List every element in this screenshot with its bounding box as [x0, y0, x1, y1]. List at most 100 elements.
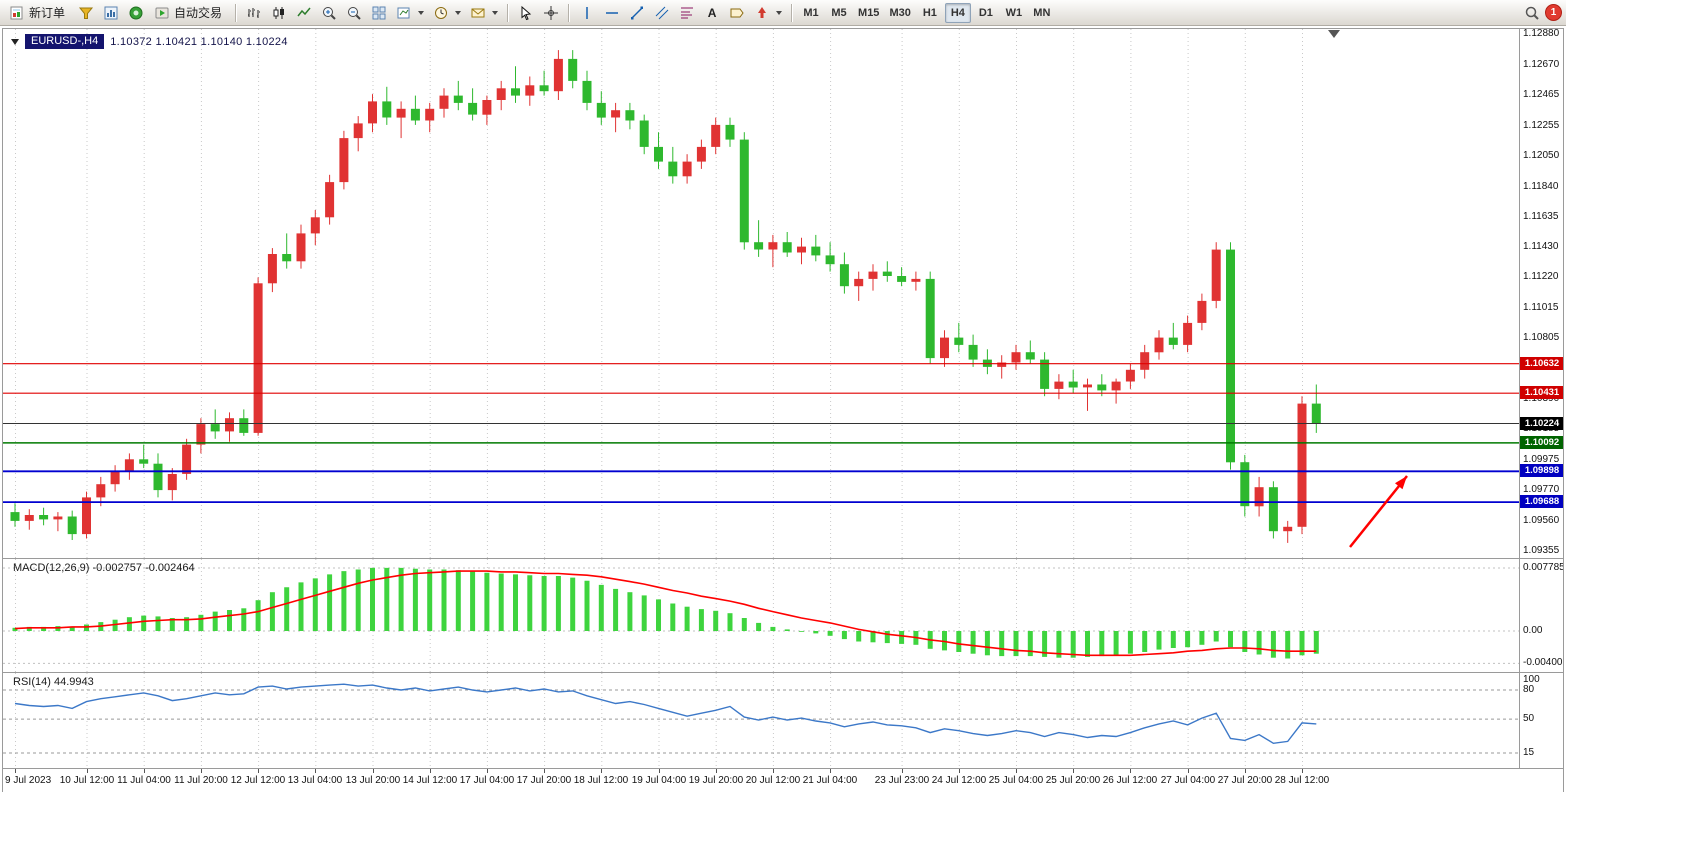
chart-window-icon	[103, 5, 119, 21]
profiles-button[interactable]	[429, 2, 465, 24]
time-label: 9 Jul 2023	[5, 775, 52, 786]
time-label: 14 Jul 12:00	[402, 775, 458, 786]
symbol-period-label[interactable]: EURUSD-,H4	[25, 34, 105, 49]
text-tool-icon: A	[707, 5, 717, 20]
time-label: 20 Jul 12:00	[745, 775, 801, 786]
one-click-trading-toggle-icon[interactable]	[11, 38, 19, 45]
timeframe-button-H1[interactable]: H1	[922, 6, 937, 19]
time-axis[interactable]: 9 Jul 2023 10 Jul 12:00 11 Jul 04:00 11 Jul…	[3, 768, 1563, 792]
text-label-icon	[729, 5, 745, 21]
timeframe-button-D1[interactable]: D1	[978, 6, 993, 19]
text-label-button[interactable]	[725, 2, 749, 24]
timeframe-button-M15[interactable]: M15	[858, 6, 880, 19]
price-tick: 1.09355	[1523, 545, 1560, 556]
time-label: 17 Jul 04:00	[459, 775, 515, 786]
timeframe-button-MN[interactable]: MN	[1033, 6, 1051, 19]
autotrading-button[interactable]: 自动交易	[149, 2, 230, 24]
time-tick	[1016, 769, 1017, 773]
text-tool-button[interactable]: A	[700, 2, 724, 24]
timeframe-button-M30[interactable]: M30	[889, 6, 911, 19]
time-tick	[201, 769, 202, 773]
price-tick: 1.11015	[1523, 302, 1559, 313]
price-tick: 1.09560	[1523, 515, 1560, 526]
templates-button[interactable]	[466, 2, 502, 24]
rsi-axis[interactable]: 100 80 50 15	[1519, 673, 1563, 768]
time-label: 10 Jul 12:00	[59, 775, 115, 786]
timeframe-button-H4[interactable]: H4	[944, 2, 971, 23]
profiles-icon	[433, 5, 449, 21]
time-tick	[773, 769, 774, 773]
channel-button[interactable]	[650, 2, 674, 24]
time-tick	[487, 769, 488, 773]
price-tick: 1.12670	[1523, 59, 1560, 70]
search-button[interactable]	[1520, 2, 1544, 24]
chart-window: 1.12880 1.12670 1.12465 1.12255 1.12050 1.118…	[2, 28, 1564, 792]
new-order-button[interactable]: 新订单	[4, 2, 73, 24]
time-tick	[902, 769, 903, 773]
timeframe-button-M1[interactable]: M1	[803, 6, 819, 19]
time-label: 27 Jul 04:00	[1160, 775, 1216, 786]
price-axis[interactable]: 1.12880 1.12670 1.12465 1.12255 1.12050 1.118…	[1519, 29, 1563, 558]
line-chart-icon	[296, 5, 312, 21]
candlestick-chart-button[interactable]	[267, 2, 291, 24]
bar-chart-button[interactable]	[242, 2, 266, 24]
vertical-line-icon	[579, 5, 595, 21]
time-tick	[1302, 769, 1303, 773]
toolbar-separator	[568, 3, 571, 22]
time-tick	[1073, 769, 1074, 773]
time-tick	[1245, 769, 1246, 773]
toolbar: 新订单 自动交易	[0, 0, 1566, 26]
line-chart-button[interactable]	[292, 2, 316, 24]
new-order-icon	[9, 5, 25, 21]
hline-price-label: 1.10632	[1520, 357, 1563, 370]
macd-panel: 0.007785 0.00 -0.004009 MACD(12,26,9) -0.0…	[3, 558, 1563, 672]
arrows-tool-button[interactable]	[750, 2, 786, 24]
timeframe-button-W1[interactable]: W1	[1005, 6, 1023, 19]
rsi-tick: 15	[1523, 747, 1535, 758]
hline-price-label: 1.10431	[1520, 386, 1563, 399]
time-label: 27 Jul 20:00	[1217, 775, 1273, 786]
timeframe-button-M5[interactable]: M5	[831, 6, 847, 19]
funnel-button[interactable]	[74, 2, 98, 24]
time-label: 24 Jul 12:00	[931, 775, 987, 786]
time-label: 11 Jul 04:00	[117, 775, 171, 786]
notification-badge[interactable]: 1	[1545, 4, 1562, 21]
time-tick	[144, 769, 145, 773]
zoom-in-icon	[321, 5, 337, 21]
toolbar-separator	[235, 3, 238, 22]
time-tick	[430, 769, 431, 773]
profiles-dropdown-icon	[455, 10, 462, 15]
rsi-tick: 50	[1523, 713, 1535, 724]
zoom-in-button[interactable]	[317, 2, 341, 24]
community-button[interactable]	[124, 2, 148, 24]
time-label: 18 Jul 12:00	[573, 775, 629, 786]
cursor-button[interactable]	[514, 2, 538, 24]
macd-chart[interactable]	[3, 559, 1519, 672]
time-tick	[830, 769, 831, 773]
new-chart-button[interactable]	[392, 2, 428, 24]
rsi-panel: 100 80 50 15 RSI(14) 44.9943	[3, 672, 1563, 768]
time-label: 12 Jul 12:00	[230, 775, 286, 786]
chart-window-button[interactable]	[99, 2, 123, 24]
channel-icon	[654, 5, 670, 21]
rsi-chart[interactable]	[3, 673, 1519, 768]
macd-axis[interactable]: 0.007785 0.00 -0.004009	[1519, 559, 1563, 672]
time-tick	[87, 769, 88, 773]
time-tick	[258, 769, 259, 773]
time-tick	[15, 769, 16, 773]
crosshair-button[interactable]	[539, 2, 563, 24]
trendline-button[interactable]	[625, 2, 649, 24]
time-tick	[659, 769, 660, 773]
tile-windows-button[interactable]	[367, 2, 391, 24]
fibonacci-button[interactable]	[675, 2, 699, 24]
time-label: 19 Jul 04:00	[631, 775, 687, 786]
price-tick: 1.11430	[1523, 241, 1559, 252]
horizontal-line-button[interactable]	[600, 2, 624, 24]
vertical-line-button[interactable]	[575, 2, 599, 24]
ohlc-values: 1.10372 1.10421 1.10140 1.10224	[110, 35, 288, 48]
chart-shift-marker	[1328, 30, 1340, 38]
price-chart[interactable]	[3, 29, 1519, 558]
time-label: 25 Jul 04:00	[988, 775, 1044, 786]
time-tick	[716, 769, 717, 773]
zoom-out-button[interactable]	[342, 2, 366, 24]
